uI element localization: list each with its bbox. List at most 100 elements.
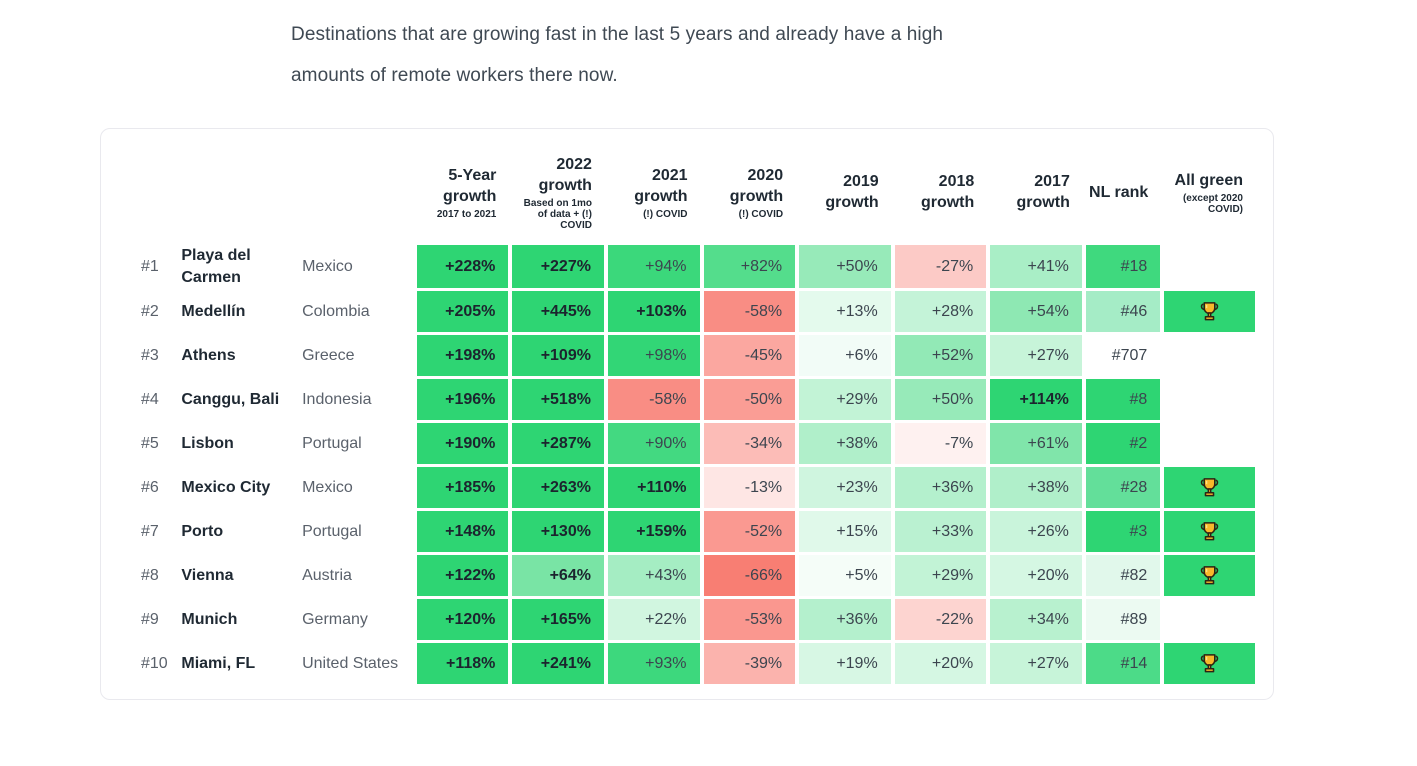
growth-cell: +64% xyxy=(512,555,604,597)
rank-cell: #6 xyxy=(141,478,159,496)
column-header: All green (except 2020 COVID) xyxy=(1164,142,1255,242)
country-cell: Germany xyxy=(302,610,368,628)
growth-cell: +52% xyxy=(894,335,987,377)
table-row: #9 Munich Germany +120% +165% +22% -53% +36% -22… xyxy=(121,599,1255,641)
growth-cell: +445% xyxy=(512,291,604,333)
growth-cell: +43% xyxy=(607,555,700,597)
city-cell: Playa del Carmen xyxy=(181,247,251,286)
growth-cell: +263% xyxy=(512,467,604,509)
all-green-cell xyxy=(1164,511,1255,553)
rank-cell: #4 xyxy=(141,390,159,408)
table-row: #2 Medellín Colombia +205% +445% +103% -58% +13… xyxy=(121,291,1255,333)
table-row: #7 Porto Portugal +148% +130% +159% -52% +15% +3… xyxy=(121,511,1255,553)
growth-cell: +109% xyxy=(512,335,604,377)
growth-cell: -7% xyxy=(894,423,987,465)
city-cell: Lisbon xyxy=(181,434,234,452)
city-cell: Munich xyxy=(181,610,238,628)
growth-table-card: 5-Year growth 2017 to 2021 2022 growth Base… xyxy=(100,128,1274,701)
nl-rank-cell: #18 xyxy=(1085,245,1161,289)
growth-cell: +196% xyxy=(416,379,509,421)
growth-cell: -34% xyxy=(703,423,796,465)
column-header: 2020 growth (!) COVID xyxy=(704,142,796,242)
growth-cell: +6% xyxy=(799,335,891,377)
country-cell: Indonesia xyxy=(302,390,372,408)
country-column-header xyxy=(302,142,413,242)
nl-rank-cell: #707 xyxy=(1111,346,1148,364)
growth-cell: +90% xyxy=(607,423,700,465)
growth-cell: +110% xyxy=(607,467,700,509)
nl-rank-cell: #14 xyxy=(1085,643,1161,685)
growth-cell: +20% xyxy=(990,555,1082,597)
column-header: 2021 growth (!) COVID xyxy=(608,142,700,242)
nl-rank-cell: #82 xyxy=(1085,555,1161,597)
city-cell: Porto xyxy=(181,522,224,540)
growth-cell: +26% xyxy=(990,511,1082,553)
growth-cell: +5% xyxy=(799,555,891,597)
nl-rank-cell: #8 xyxy=(1085,379,1161,421)
column-header-label: NL rank xyxy=(1089,183,1149,201)
column-header-subtext: (!) COVID xyxy=(643,208,688,220)
growth-cell: +190% xyxy=(416,423,509,465)
growth-cell: +103% xyxy=(607,291,700,333)
growth-cell: +159% xyxy=(607,511,700,553)
growth-cell: -53% xyxy=(703,599,796,641)
table-row: #10 Miami, FL United States +118% +241% +93% -… xyxy=(121,643,1255,685)
growth-cell: +20% xyxy=(894,643,987,685)
growth-cell: -50% xyxy=(703,379,796,421)
growth-cell: +38% xyxy=(799,423,891,465)
column-header: 2017 growth xyxy=(990,142,1082,242)
growth-cell: +93% xyxy=(607,643,700,685)
growth-cell: +29% xyxy=(894,555,987,597)
growth-cell: -39% xyxy=(703,643,796,685)
column-header-label: 5-Year growth xyxy=(443,166,497,205)
rank-cell: #8 xyxy=(141,566,159,584)
growth-cell: -66% xyxy=(703,555,796,597)
column-header-label: 2019 growth xyxy=(825,173,879,211)
country-cell: Greece xyxy=(302,346,355,364)
trophy-icon xyxy=(1200,522,1219,541)
trophy-icon xyxy=(1200,478,1219,497)
all-green-cell xyxy=(1164,599,1255,640)
growth-cell: +205% xyxy=(416,291,509,333)
growth-cell: +241% xyxy=(512,643,604,685)
growth-cell: +114% xyxy=(990,379,1082,421)
rank-cell: #2 xyxy=(141,302,159,320)
nl-rank-cell: #3 xyxy=(1085,511,1161,553)
country-cell: Colombia xyxy=(302,302,370,320)
rank-cell: #1 xyxy=(141,257,159,275)
table-row: #8 Vienna Austria +122% +64% +43% -66% +5% +29% +… xyxy=(121,555,1255,597)
column-header-subtext: 2017 to 2021 xyxy=(436,208,497,220)
all-green-cell xyxy=(1164,423,1255,464)
column-header: 2019 growth xyxy=(799,142,891,242)
column-header: 5-Year growth 2017 to 2021 xyxy=(417,142,509,242)
growth-cell: +23% xyxy=(799,467,891,509)
growth-cell: -13% xyxy=(703,467,796,509)
all-green-cell xyxy=(1164,467,1255,509)
growth-cell: +33% xyxy=(894,511,987,553)
growth-cell: -58% xyxy=(607,379,700,421)
table-row: #3 Athens Greece +198% +109% +98% -45% +6% +52% +… xyxy=(121,335,1255,377)
growth-cell: -52% xyxy=(703,511,796,553)
growth-cell: +28% xyxy=(894,291,987,333)
growth-cell: +228% xyxy=(416,245,509,289)
trophy-icon xyxy=(1200,654,1219,673)
growth-cell: +118% xyxy=(416,643,509,685)
growth-cell: -27% xyxy=(894,245,987,289)
growth-cell: +19% xyxy=(799,643,891,685)
rank-cell: #5 xyxy=(141,434,159,452)
country-cell: Mexico xyxy=(302,257,353,275)
column-header: 2022 growth Based on 1mo of data + (!) CO… xyxy=(512,142,604,242)
city-cell: Miami, FL xyxy=(181,654,256,672)
table-body: #1 Playa del Carmen Mexico +228% +227% +94% +8… xyxy=(121,245,1255,685)
growth-cell: +82% xyxy=(703,245,796,289)
growth-cell: +22% xyxy=(607,599,700,641)
column-header-label: 2017 growth xyxy=(1016,173,1070,211)
growth-cell: +198% xyxy=(416,335,509,377)
growth-cell: +61% xyxy=(990,423,1082,465)
nl-rank-cell: #89 xyxy=(1085,599,1161,641)
growth-cell: +518% xyxy=(512,379,604,421)
country-cell: Portugal xyxy=(302,434,362,452)
column-header-label: 2018 growth xyxy=(920,173,975,211)
nl-rank-cell: #2 xyxy=(1085,423,1161,465)
rank-column-header xyxy=(121,142,177,242)
